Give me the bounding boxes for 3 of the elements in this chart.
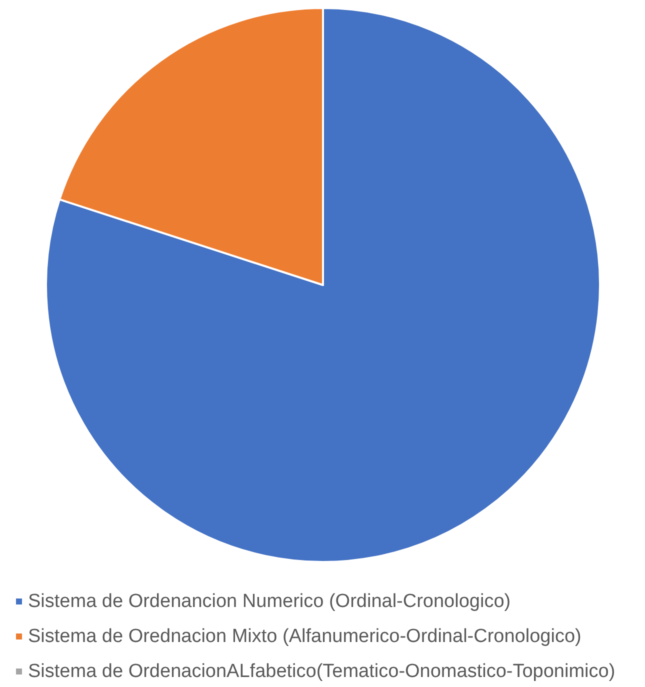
legend-label: Sistema de OrdenacionALfabetico(Tematico-Onomastico-Toponimico) [28, 661, 616, 682]
legend-label: Sistema de Ordenancion Numerico (Ordinal-Cronologico) [28, 591, 511, 612]
legend-label: Sistema de Orednacion Mixto (Alfanumerico-Ordinal-Cronologico) [28, 626, 582, 647]
